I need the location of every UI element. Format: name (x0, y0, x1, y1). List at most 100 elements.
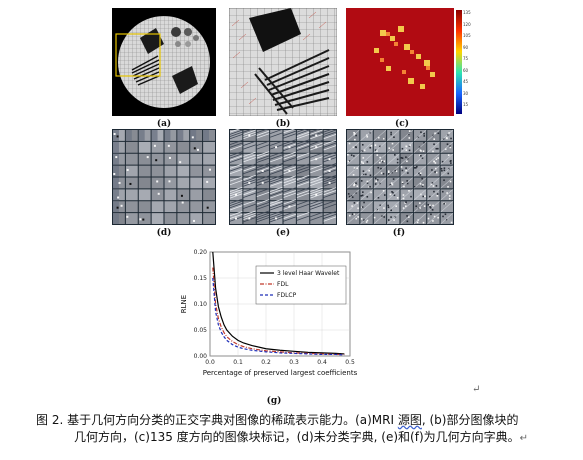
dictionary-atom (113, 177, 125, 189)
dictionary-atom (125, 130, 138, 141)
dictionary-atom (138, 201, 151, 213)
colorbar-tick-label: 120 (463, 21, 471, 27)
dictionary-atom (177, 130, 190, 141)
dictionary-atom (346, 165, 360, 177)
geometric-direction-dictionary-e (229, 127, 337, 225)
caption-return-mark: ↵ (519, 433, 529, 444)
dictionary-atom (346, 189, 360, 201)
dictionary-atom (138, 130, 151, 141)
colorbar-tick-label: 105 (463, 33, 471, 38)
dictionary-atom (229, 163, 243, 177)
dictionary-atom (190, 141, 203, 153)
dictionary-atom (440, 141, 454, 153)
dictionary-atom (256, 151, 270, 165)
y-tick-label: 0.00 (194, 353, 208, 360)
dictionary-atom (177, 189, 190, 201)
dictionary-atom (125, 177, 138, 189)
dictionary-atom (413, 212, 427, 225)
dictionary-atom (229, 127, 243, 141)
dictionary-atom (346, 201, 360, 213)
dictionary-atom (413, 129, 427, 142)
dictionary-atom (283, 199, 297, 213)
dictionary-atom (125, 165, 138, 177)
colorbar-tick-label: 15 (463, 102, 469, 107)
dictionary-atom (283, 127, 297, 141)
dictionary-atom (296, 127, 310, 141)
dictionary-atom (440, 212, 454, 225)
dictionary-atom (360, 212, 373, 225)
caption-line-1: 图 2. 基于几何方向分类的正交字典对图像的稀疏表示能力。(a)MRI 源图, … (30, 412, 560, 429)
dictionary-atom (203, 165, 215, 177)
dictionary-atom (400, 165, 414, 177)
dictionary-atom (151, 177, 164, 189)
caption-squiggle-word: 源图 (397, 413, 422, 427)
series-line (212, 251, 345, 355)
dictionary-atom (296, 163, 310, 177)
dictionary-atom (164, 201, 177, 213)
dictionary-atom (138, 177, 151, 189)
dictionary-atom (413, 153, 427, 165)
dictionary-atom (269, 151, 283, 165)
colorbar-tick-label: 90 (463, 44, 469, 50)
dictionary-atom (243, 140, 256, 153)
dictionary-atom (283, 151, 297, 165)
dictionary-atom (386, 141, 400, 153)
dictionary-atom (323, 127, 337, 141)
dictionary-atom (310, 164, 323, 177)
dictionary-atom (164, 165, 177, 177)
dictionary-atom (138, 153, 151, 165)
caption-line-1-post: , (b)部分图像块的 (421, 413, 519, 427)
dictionary-atom (296, 187, 310, 201)
dictionary-atom (138, 189, 151, 201)
x-axis-label: Percentage of preserved largest coeffici… (203, 369, 358, 377)
dictionary-atom (113, 213, 125, 224)
dictionary-atom (269, 198, 283, 213)
dictionary-atom (138, 165, 151, 177)
x-tick-label: 0.3 (289, 359, 299, 366)
y-axis-label: RLNE (180, 295, 188, 313)
dictionary-atom (413, 189, 427, 201)
dictionary-atom (256, 163, 270, 177)
dictionary-atom (177, 153, 190, 165)
dictionary-atom (386, 129, 400, 142)
dictionary-atom (164, 153, 177, 165)
dictionary-atom (400, 153, 414, 165)
y-tick-label: 0.20 (194, 249, 208, 256)
dictionary-atom (269, 174, 283, 189)
dictionary-atom (373, 201, 387, 213)
x-tick-label: 0.4 (317, 359, 327, 366)
dictionary-atom (360, 201, 373, 213)
dictionary-atom (283, 139, 297, 153)
dictionary-atom (373, 141, 387, 153)
dictionary-atom (413, 201, 427, 213)
dictionary-atom (256, 188, 270, 201)
dictionary-atom (413, 177, 427, 189)
dictionary-atom (427, 153, 440, 165)
dictionary-atom (203, 153, 215, 165)
dictionary-atom (243, 127, 256, 141)
colorbar-tick-label: 135 (463, 10, 471, 15)
dictionary-atom (256, 140, 270, 153)
legend-label: FDL (277, 281, 289, 288)
dictionary-atom (373, 177, 387, 189)
dictionary-atom (296, 200, 310, 213)
panel-label-e: (e) (275, 228, 291, 238)
dictionary-atom (190, 165, 203, 177)
dictionary-atom (386, 153, 400, 165)
dictionary-atom (229, 139, 243, 153)
dictionary-atom (283, 211, 297, 224)
legend-label: FDLCP (277, 292, 297, 299)
dictionary-atom (203, 141, 215, 153)
dictionary-atom (151, 213, 164, 224)
dictionary-atom (243, 187, 256, 201)
dictionary-atom (138, 213, 151, 224)
dictionary-atom (164, 177, 177, 189)
dictionary-atom (386, 177, 400, 189)
dictionary-atom (323, 174, 337, 189)
colorbar-tick-label: 75 (463, 56, 469, 61)
dictionary-atom (310, 139, 323, 153)
dictionary-atom (113, 201, 125, 213)
dictionary-atom (256, 199, 270, 213)
dictionary-atom (310, 186, 323, 201)
dictionary-atom (323, 139, 337, 153)
